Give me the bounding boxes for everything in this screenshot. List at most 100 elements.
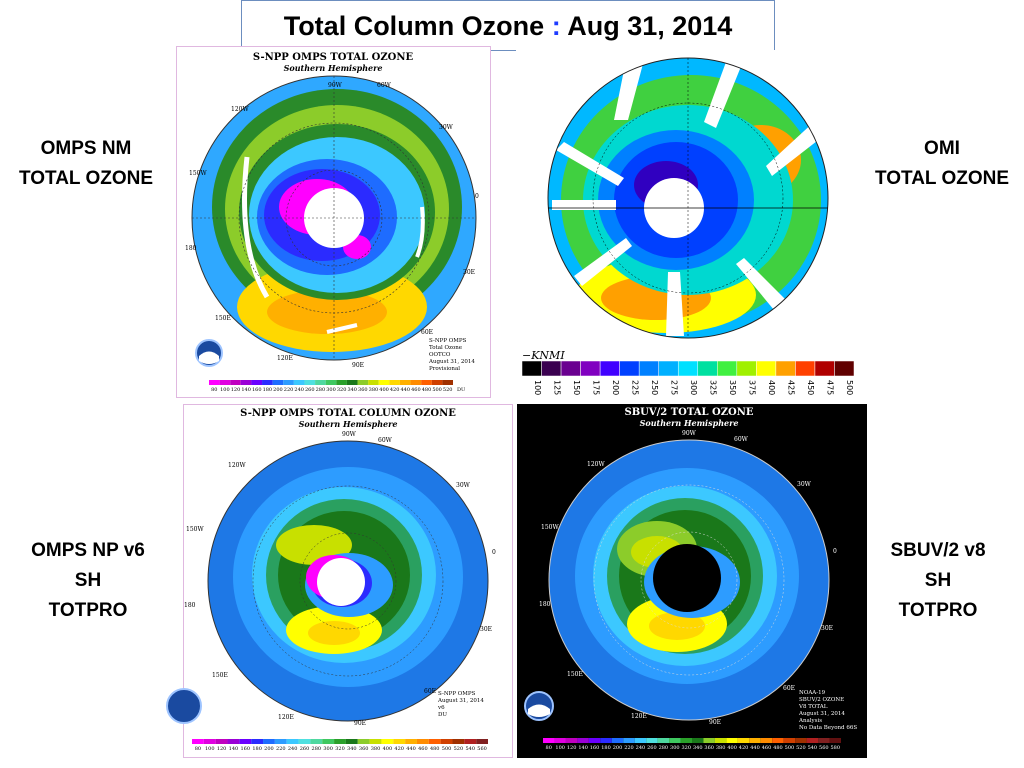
title-date: Aug 31, 2014 [567, 11, 733, 41]
scale-swatch [219, 380, 231, 385]
sbuv-info-line6: No Data Beyond 66S [799, 725, 857, 731]
scale-swatch [389, 380, 400, 385]
np-map-subtitle: Southern Hemisphere [299, 419, 398, 429]
scale-swatch [717, 360, 738, 377]
label-omps-np: OMPS NP v6 SH TOTPRO [8, 536, 168, 626]
scale-label: 100 [205, 746, 215, 752]
scale-swatch [806, 738, 819, 743]
nm-lon-60w: 60W [377, 82, 392, 89]
np-info-line2: August 31, 2014 [437, 698, 484, 704]
title-separator: : [551, 11, 561, 41]
scale-swatch [239, 739, 252, 744]
scale-label: 100 [533, 380, 542, 395]
panel-omi: −KNMI 100 125 150 175 200 225 250 275 300 325 350 3… [516, 50, 860, 400]
label-omps-nm: OMPS NM TOTAL OZONE [6, 134, 166, 194]
scale-swatch [310, 739, 323, 744]
scale-label: 350 [728, 380, 737, 395]
scale-swatch [619, 360, 640, 377]
scale-label: 280 [312, 746, 322, 752]
nm-lon-120e: 120E [277, 355, 293, 362]
scale-label: 225 [630, 380, 639, 395]
scale-swatch [543, 738, 555, 743]
nm-lon-0: 0 [475, 193, 479, 200]
nm-map-title: S-NPP OMPS TOTAL OZONE [253, 52, 414, 63]
label-omps-np-line3: TOTPRO [48, 600, 128, 621]
scale-label: 420 [394, 746, 404, 752]
sbuv-lon-60e: 60E [783, 685, 795, 692]
scale-label: 300 [670, 745, 680, 751]
scale-label: 150 [572, 380, 581, 395]
panel-sbuv: SBUV/2 TOTAL OZONE Southern Hemisphere 9… [517, 404, 867, 758]
sbuv-lon-30e: 30E [821, 625, 833, 632]
scale-swatch [421, 380, 432, 385]
scale-swatch [440, 739, 453, 744]
scale-swatch [737, 738, 750, 743]
scale-swatch [657, 738, 670, 743]
nm-map-subtitle: Southern Hemisphere [284, 63, 383, 73]
scale-swatch [726, 738, 738, 743]
scale-swatch [315, 380, 326, 385]
scale-label: 180 [252, 746, 262, 752]
sbuv-color-scale: 80 100 120 140 160 180 200 220 240 260 280 300 320 34… [543, 738, 841, 751]
scale-swatch [692, 738, 704, 743]
scale-label: 320 [335, 746, 345, 752]
scale-swatch [428, 739, 441, 744]
scale-swatch [577, 738, 589, 743]
scale-swatch [378, 380, 390, 385]
scale-swatch [405, 739, 417, 744]
panel-omps-np: S-NPP OMPS TOTAL COLUMN OZONE Southern H… [183, 404, 513, 758]
scale-label: 480 [422, 387, 432, 393]
np-lon-60e: 60E [424, 688, 436, 695]
scale-label: 380 [716, 745, 726, 751]
scale-swatch [357, 380, 369, 385]
page-title: Total Column Ozone : Aug 31, 2014 [241, 0, 775, 51]
scale-swatch [600, 738, 612, 743]
scale-label: 120 [217, 746, 227, 752]
scale-label: 360 [358, 387, 368, 393]
np-lon-120e: 120E [278, 714, 294, 721]
label-omps-nm-line1: OMPS NM [40, 138, 132, 159]
scale-label: 520 [796, 745, 806, 751]
scale-swatch [680, 738, 692, 743]
scale-label: 180 [601, 745, 611, 751]
scale-swatch [336, 380, 347, 385]
scale-label: 250 [650, 380, 659, 395]
scale-swatch [634, 738, 647, 743]
scale-label: 100 [220, 387, 230, 393]
sbuv-lon-30w: 30W [797, 481, 812, 488]
scale-swatch [756, 360, 777, 377]
sbuv-lon-90w: 90W [682, 430, 697, 437]
scale-label: 120 [231, 387, 241, 393]
label-omps-nm-line2: TOTAL OZONE [18, 168, 154, 189]
scale-swatch [772, 738, 784, 743]
scale-label: 125 [552, 380, 561, 395]
label-omi-line2: TOTAL OZONE [874, 168, 1010, 189]
noaa-logo-icon [166, 688, 202, 724]
label-sbuv: SBUV/2 v8 SH TOTPRO [858, 536, 1018, 626]
noaa-logo-sbuv [524, 691, 554, 721]
scale-swatch [357, 739, 370, 744]
scale-label: 440 [400, 387, 410, 393]
scale-swatch [209, 380, 220, 385]
scale-swatch [431, 380, 443, 385]
sbuv-info-line3: V8 TOTAL [798, 704, 828, 710]
scale-swatch [703, 738, 715, 743]
scale-label: 540 [465, 746, 475, 752]
scale-label: 120 [567, 745, 577, 751]
sbuv-info-line4: August 31, 2014 [798, 711, 845, 717]
scale-swatch [251, 380, 263, 385]
np-lon-30e: 30E [480, 626, 492, 633]
scale-swatch [775, 360, 796, 377]
nm-lon-150e: 150E [215, 315, 231, 322]
scale-label: 500 [442, 746, 452, 752]
scale-label: 240 [294, 387, 304, 393]
scale-swatch [203, 739, 216, 744]
sbuv-info-line2: SBUV/2 OZONE [799, 697, 844, 703]
nm-lon-90e: 90E [352, 362, 364, 369]
scale-swatch [677, 360, 699, 377]
omi-color-scale: 100 125 150 175 200 225 250 275 300 325 350 375 400 4… [521, 360, 855, 395]
scale-label: 260 [647, 745, 657, 751]
label-omi-line1: OMI [924, 138, 960, 159]
scale-swatch [599, 360, 620, 377]
sbuv-info-line5: Analysis [798, 718, 822, 724]
